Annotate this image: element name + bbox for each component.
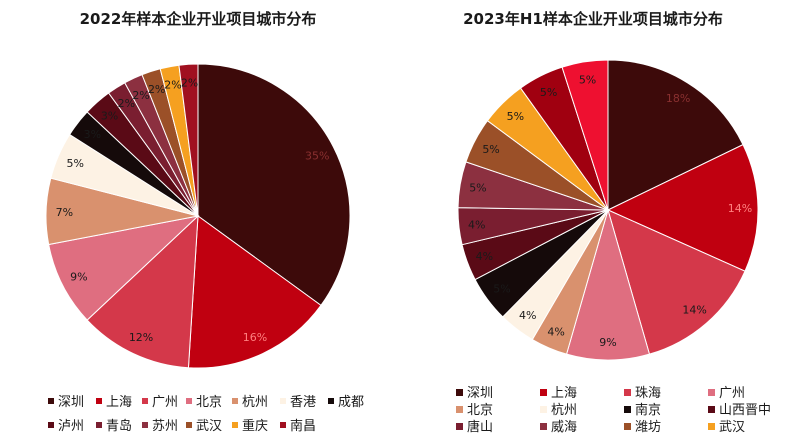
slice-label-1-1: 14%	[728, 202, 752, 215]
slice-label-0-10: 2%	[148, 83, 165, 96]
slice-label-0-5: 5%	[67, 157, 84, 170]
pie-slice-1-1	[606, 143, 759, 272]
pie-slice-0-3	[48, 215, 200, 321]
chart-title-2022: 2022年样本企业开业项目城市分布	[80, 10, 317, 28]
slice-label-1-2: 14%	[682, 304, 706, 317]
legend-label-1-4: 北京	[467, 403, 493, 418]
legend-label-0-11: 重庆	[242, 418, 268, 434]
pie-chart-2022: 35%16%12%9%7%5%3%3%2%2%2%2% 2%	[45, 63, 351, 369]
legend-swatch-1-4	[456, 406, 463, 413]
legend-swatch-0-4	[232, 398, 238, 404]
slice-label-1-4: 4%	[547, 325, 564, 338]
slice-label-0-3: 9%	[70, 271, 87, 284]
pie-chart-2023h1: 18% 14% 14% 9% 4% 4% 5% 4% 4% 5% 5% 5% 5% 5%	[457, 59, 759, 361]
pie-slice-0-2	[86, 214, 199, 369]
legend-label-1-10: 潍坊	[635, 420, 661, 435]
legend-label-0-5: 香港	[290, 395, 316, 410]
legend-label-1-6: 南京	[635, 402, 661, 418]
slice-label-1-0: 18%	[666, 92, 690, 105]
legend-swatch-1-7	[708, 406, 715, 413]
legend-swatch-0-6	[328, 398, 334, 404]
legend-swatch-1-5	[540, 406, 547, 413]
legend-swatch-1-2	[624, 389, 631, 396]
legend-label-1-2: 珠海	[635, 386, 661, 401]
legend-label-0-0: 深圳	[58, 395, 84, 410]
legend-label-0-7: 泸州	[58, 419, 84, 434]
legend-label-1-1: 上海	[551, 386, 577, 401]
slice-label-0-0: 35%	[305, 149, 329, 162]
legend-swatch-1-1	[540, 389, 547, 396]
pie-slice-1-0	[607, 59, 744, 211]
legend-swatch-0-10	[186, 422, 192, 428]
slice-label-0-6: 3%	[84, 128, 101, 141]
legend-label-0-9: 苏州	[152, 418, 178, 434]
slice-label-1-5: 4%	[519, 309, 536, 322]
legend-swatch-1-9	[540, 423, 547, 430]
slice-label-0-11: 2%	[164, 79, 181, 92]
slice-label-0-9: 2%	[132, 89, 149, 102]
legend-swatch-0-1	[96, 398, 102, 404]
chart-title-2023h1: 2023年H1样本企业开业项目城市分布	[463, 10, 723, 28]
slice-label-0-12: 2%	[181, 77, 198, 90]
legend-swatch-0-0	[48, 398, 54, 404]
legend-swatch-0-9	[142, 422, 148, 428]
legend-label-1-0: 深圳	[467, 386, 493, 401]
pie-slice-0-12	[178, 63, 199, 217]
slice-label-1-8: 4%	[468, 218, 485, 231]
slice-label-1-9: 5%	[469, 182, 486, 195]
legend-swatch-1-0	[456, 389, 463, 396]
legend-swatch-0-12	[280, 422, 286, 428]
legend-swatch-1-6	[624, 406, 631, 413]
slice-label-0-4: 7%	[56, 206, 73, 219]
pie-slice-1-2	[607, 209, 746, 355]
legend-swatch-0-3	[186, 398, 192, 404]
legend-label-1-3: 广州	[719, 386, 745, 401]
legend-label-0-3: 北京	[196, 395, 222, 410]
legend-label-0-6: 成都	[338, 395, 364, 410]
pie-slice-1-13	[561, 59, 609, 211]
legend-label-1-11: 武汉	[719, 420, 745, 435]
pie-slice-0-0	[197, 63, 351, 307]
pie-slice-1-3	[565, 208, 651, 361]
slice-label-0-8: 2%	[118, 97, 135, 110]
legend-swatch-1-10	[624, 423, 631, 430]
legend-label-1-8: 唐山	[467, 419, 493, 435]
legend-swatch-1-3	[708, 389, 715, 396]
slice-label-0-1: 16%	[243, 331, 267, 344]
slice-label-1-6: 5%	[493, 283, 510, 296]
slice-label-1-10: 5%	[482, 143, 499, 156]
legend-label-1-7: 山西晋中	[719, 403, 771, 418]
legend-label-0-2: 广州	[152, 395, 178, 410]
pie-slice-0-1	[187, 215, 322, 369]
slice-label-1-11: 5%	[507, 110, 524, 123]
legend-label-0-8: 青岛	[106, 418, 132, 434]
legend-label-1-9: 威海	[551, 420, 577, 435]
legend-label-0-4: 杭州	[242, 395, 268, 410]
slice-label-0-7: 3%	[101, 110, 118, 123]
legend-swatch-1-8	[456, 423, 463, 430]
legend-swatch-0-2	[142, 398, 148, 404]
legend-label-1-5: 杭州	[551, 403, 577, 418]
legend-swatch-0-11	[232, 422, 238, 428]
slice-label-1-3: 9%	[599, 336, 616, 349]
legend-swatch-0-5	[280, 398, 286, 404]
slice-label-1-13: 5%	[579, 74, 596, 87]
legend-swatch-0-8	[96, 422, 102, 428]
slice-label-1-7: 4%	[476, 250, 493, 263]
legend-label-0-10: 武汉	[196, 419, 222, 434]
legend-swatch-0-7	[48, 422, 54, 428]
slice-label-1-12: 5%	[540, 86, 557, 99]
legend-swatch-1-11	[708, 423, 715, 430]
slice-label-0-2: 12%	[129, 331, 153, 344]
legend-label-0-12: 南昌	[290, 418, 316, 434]
legend-label-0-1: 上海	[106, 395, 132, 410]
